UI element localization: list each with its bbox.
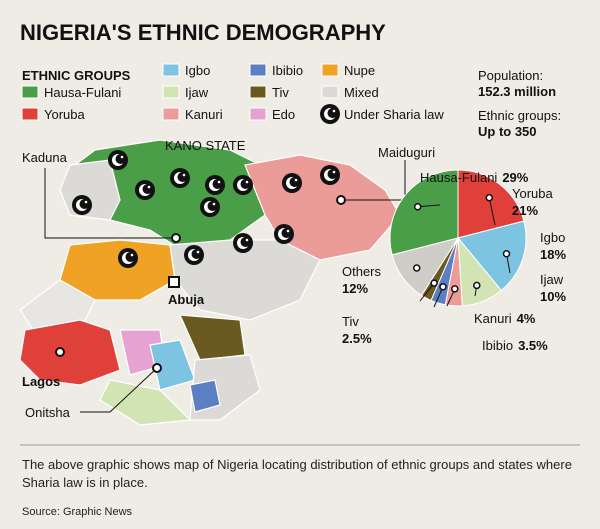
fact-label: Population: xyxy=(478,68,543,83)
value-label: 10% xyxy=(540,289,566,304)
map-label: KANO STATE xyxy=(165,138,246,153)
map-label: Maiduguri xyxy=(378,145,435,160)
legend-swatch xyxy=(21,107,39,121)
category-label: Igbo xyxy=(540,230,565,245)
leader-dot xyxy=(485,193,494,202)
legend-label: Ibibio xyxy=(272,63,303,78)
facts: Population:152.3 million Ethnic groups:Up… xyxy=(478,68,561,139)
value-label: 21% xyxy=(512,203,538,218)
pie-label: Hausa-Fulani 29% xyxy=(420,170,529,185)
legend-swatch xyxy=(162,107,180,121)
leader-line xyxy=(419,282,435,302)
caption: The above graphic shows map of Nigeria l… xyxy=(22,457,572,490)
map-label: Abuja xyxy=(168,292,205,307)
graphic: NIGERIA'S ETHNIC DEMOGRAPHY ETHNIC GROUP… xyxy=(19,20,580,446)
leader-line xyxy=(488,197,496,226)
category-label: Ibibio xyxy=(482,338,513,353)
map-label: Kaduna xyxy=(22,150,68,165)
legend-label: Tiv xyxy=(272,85,289,100)
pie-label: Tiv 2.5% xyxy=(342,314,372,346)
legend: Hausa-Fulani Yoruba Igbo Ijaw Kanuri Ibibio Ti… xyxy=(21,63,444,124)
pie-slice xyxy=(391,237,460,297)
legend-label: Ijaw xyxy=(185,85,209,100)
legend-label: Hausa-Fulani xyxy=(44,85,121,100)
leader-dot xyxy=(413,202,422,211)
value-label: 29% xyxy=(502,170,528,185)
pie-label: Ibibio 3.5% xyxy=(482,338,548,353)
leader-dot xyxy=(439,282,447,291)
fact-value: 152.3 million xyxy=(478,84,556,99)
leader-dot xyxy=(502,250,511,258)
value-label: 4% xyxy=(517,311,536,326)
legend-label: Nupe xyxy=(344,63,375,78)
pie-slice xyxy=(457,220,527,292)
category-label: Kanuri xyxy=(474,311,512,326)
value-label: 12% xyxy=(342,281,368,296)
category-label: Tiv xyxy=(342,314,359,329)
category-label: Ijaw xyxy=(540,272,564,287)
source: Source: Graphic News xyxy=(22,506,133,518)
legend-swatch xyxy=(321,85,339,99)
pie-label: Igbo 18% xyxy=(540,230,566,262)
map xyxy=(19,139,401,426)
legend-heading: ETHNIC GROUPS xyxy=(22,68,131,83)
legend-swatch xyxy=(162,63,180,77)
fact-value: Up to 350 xyxy=(478,124,537,139)
pie-chart: Hausa-Fulani 29%Yoruba 21%Igbo 18% Ijaw 10% Ka… xyxy=(342,169,566,353)
legend-swatch xyxy=(321,63,339,77)
map-label: Onitsha xyxy=(25,405,71,420)
value-label: 18% xyxy=(540,247,566,262)
pie-label: Others 12% xyxy=(342,264,382,296)
pie-label: Ijaw 10% xyxy=(540,272,566,304)
legend-label: Edo xyxy=(272,107,295,122)
legend-swatch xyxy=(162,85,180,99)
sharia-icon xyxy=(320,104,340,124)
legend-swatch xyxy=(249,63,267,77)
pie-slice xyxy=(389,169,459,256)
fact-label: Ethnic groups: xyxy=(478,108,561,123)
leader-dot xyxy=(451,285,459,293)
legend-swatch xyxy=(249,85,267,99)
value-label: 2.5% xyxy=(342,331,372,346)
legend-label: Yoruba xyxy=(44,107,85,122)
leader-dot xyxy=(473,281,481,290)
legend-swatch xyxy=(21,85,39,99)
legend-label: Mixed xyxy=(344,85,379,100)
legend-label: Under Sharia law xyxy=(344,107,444,122)
title: NIGERIA'S ETHNIC DEMOGRAPHY xyxy=(20,20,386,45)
category-label: Others xyxy=(342,264,382,279)
legend-label: Kanuri xyxy=(185,107,223,122)
map-label: Lagos xyxy=(22,374,60,389)
value-label: 3.5% xyxy=(518,338,548,353)
category-label: Hausa-Fulani xyxy=(420,170,497,185)
leader-dot xyxy=(430,279,438,287)
category-label: Yoruba xyxy=(512,186,553,201)
pie-label: Yoruba 21% xyxy=(512,186,553,218)
legend-label: Igbo xyxy=(185,63,210,78)
legend-swatch xyxy=(249,107,267,121)
map-callouts xyxy=(44,160,406,413)
pie-label: Kanuri 4% xyxy=(474,311,536,326)
leader-dot xyxy=(412,264,421,272)
